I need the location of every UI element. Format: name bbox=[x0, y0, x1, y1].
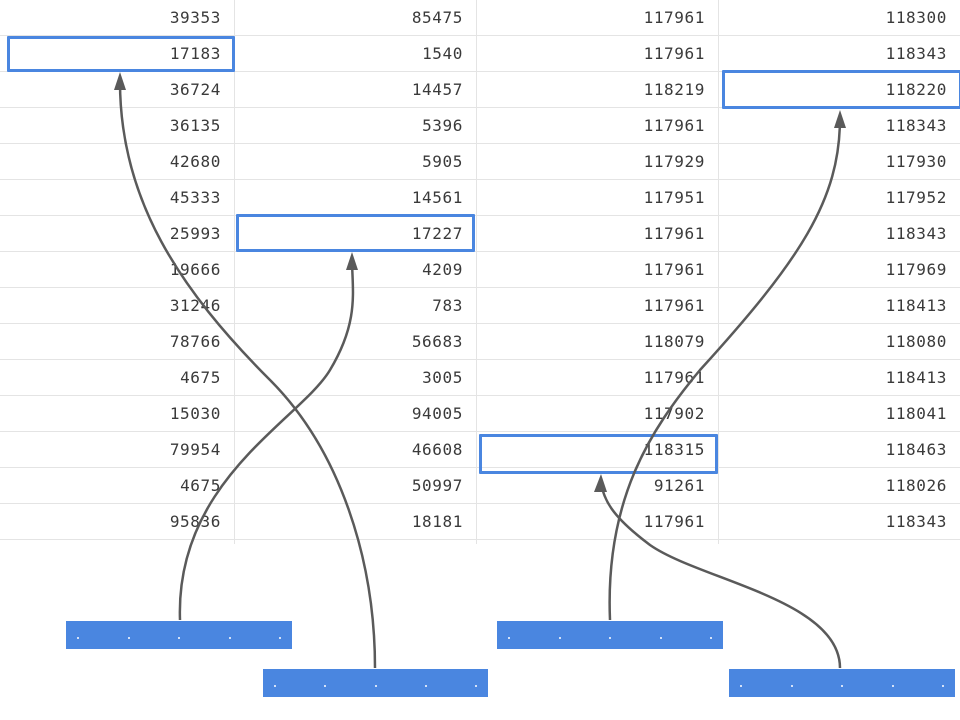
highlighted-cell-118315 bbox=[479, 434, 718, 474]
chip-dot-icon bbox=[279, 637, 281, 639]
table-cell[interactable]: 36724 bbox=[169, 80, 221, 99]
chip-button-3[interactable] bbox=[497, 621, 723, 649]
table-cell[interactable]: 36135 bbox=[169, 116, 221, 135]
chip-dot-icon bbox=[475, 685, 477, 687]
highlighted-cell-118220 bbox=[722, 70, 960, 109]
chip-dot-icon bbox=[425, 685, 427, 687]
table-row: 25993 17227 117961 118343 bbox=[0, 216, 960, 252]
table-cell[interactable]: 117961 bbox=[643, 296, 705, 315]
table-cell[interactable]: 117961 bbox=[643, 224, 705, 243]
table-cell[interactable]: 50997 bbox=[411, 476, 463, 495]
table-cell[interactable]: 117902 bbox=[643, 404, 705, 423]
table-cell[interactable]: 117961 bbox=[643, 8, 705, 27]
table-cell[interactable]: 25993 bbox=[169, 224, 221, 243]
table-cell[interactable]: 117929 bbox=[643, 152, 705, 171]
chip-dot-icon bbox=[740, 685, 742, 687]
table-cell[interactable]: 4675 bbox=[180, 368, 221, 387]
table-cell[interactable]: 118300 bbox=[885, 8, 947, 27]
table-cell[interactable]: 14561 bbox=[411, 188, 463, 207]
table-row: 42680 5905 117929 117930 bbox=[0, 144, 960, 180]
chip-dot-icon bbox=[609, 637, 611, 639]
table-cell[interactable]: 118343 bbox=[885, 512, 947, 531]
table-cell[interactable]: 31246 bbox=[169, 296, 221, 315]
chip-dot-icon bbox=[375, 685, 377, 687]
table-row: 45333 14561 117951 117952 bbox=[0, 180, 960, 216]
table-row: 17183 1540 117961 118343 bbox=[0, 36, 960, 72]
chip-dot-icon bbox=[229, 637, 231, 639]
table-row: 39353 85475 117961 118300 bbox=[0, 0, 960, 36]
table-row: 95836 18181 117961 118343 bbox=[0, 504, 960, 540]
table-cell[interactable]: 5396 bbox=[422, 116, 463, 135]
chip-dot-icon bbox=[942, 685, 944, 687]
table-cell[interactable]: 118343 bbox=[885, 116, 947, 135]
table-cell[interactable]: 118219 bbox=[643, 80, 705, 99]
table-cell[interactable]: 15030 bbox=[169, 404, 221, 423]
table-row: 19666 4209 117961 117969 bbox=[0, 252, 960, 288]
chip-dot-icon bbox=[77, 637, 79, 639]
table-cell[interactable]: 117930 bbox=[885, 152, 947, 171]
highlighted-cell-17183 bbox=[7, 36, 235, 72]
table-cell[interactable]: 14457 bbox=[411, 80, 463, 99]
table-cell[interactable]: 46608 bbox=[411, 440, 463, 459]
table-cell[interactable]: 17183 bbox=[169, 44, 221, 63]
table-cell[interactable]: 79954 bbox=[169, 440, 221, 459]
table-cell[interactable]: 118463 bbox=[885, 440, 947, 459]
table-cell[interactable]: 117952 bbox=[885, 188, 947, 207]
table-cell[interactable]: 117951 bbox=[643, 188, 705, 207]
chip-dot-icon bbox=[274, 685, 276, 687]
table-cell[interactable]: 42680 bbox=[169, 152, 221, 171]
table-row: 78766 56683 118079 118080 bbox=[0, 324, 960, 360]
table-cell[interactable]: 19666 bbox=[169, 260, 221, 279]
chip-button-2[interactable] bbox=[263, 669, 488, 697]
chip-dot-icon bbox=[508, 637, 510, 639]
column-divider bbox=[476, 0, 477, 544]
chip-dot-icon bbox=[841, 685, 843, 687]
table-cell[interactable]: 118343 bbox=[885, 224, 947, 243]
highlighted-cell-17227 bbox=[236, 214, 475, 252]
table-cell[interactable]: 118041 bbox=[885, 404, 947, 423]
chip-dot-icon bbox=[892, 685, 894, 687]
table-cell[interactable]: 1540 bbox=[422, 44, 463, 63]
table-cell[interactable]: 117961 bbox=[643, 116, 705, 135]
table-cell[interactable]: 17227 bbox=[411, 224, 463, 243]
table-cell[interactable]: 118343 bbox=[885, 44, 947, 63]
table-cell[interactable]: 118026 bbox=[885, 476, 947, 495]
table-cell[interactable]: 56683 bbox=[411, 332, 463, 351]
table-cell[interactable]: 118413 bbox=[885, 368, 947, 387]
chip-button-1[interactable] bbox=[66, 621, 292, 649]
table-cell[interactable]: 3005 bbox=[422, 368, 463, 387]
table-cell[interactable]: 117961 bbox=[643, 368, 705, 387]
chip-button-4[interactable] bbox=[729, 669, 955, 697]
table-cell[interactable]: 117969 bbox=[885, 260, 947, 279]
table-cell[interactable]: 4675 bbox=[180, 476, 221, 495]
table-row: 15030 94005 117902 118041 bbox=[0, 396, 960, 432]
chip-dot-icon bbox=[128, 637, 130, 639]
table-cell[interactable]: 39353 bbox=[169, 8, 221, 27]
table-cell[interactable]: 783 bbox=[432, 296, 463, 315]
chip-dot-icon bbox=[324, 685, 326, 687]
table-cell[interactable]: 117961 bbox=[643, 260, 705, 279]
chip-dot-icon bbox=[710, 637, 712, 639]
table-cell[interactable]: 117961 bbox=[643, 512, 705, 531]
table-cell[interactable]: 45333 bbox=[169, 188, 221, 207]
table-cell[interactable]: 85475 bbox=[411, 8, 463, 27]
table-cell[interactable]: 118079 bbox=[643, 332, 705, 351]
table-row: 31246 783 117961 118413 bbox=[0, 288, 960, 324]
table-cell[interactable]: 117961 bbox=[643, 44, 705, 63]
chip-dot-icon bbox=[660, 637, 662, 639]
chip-dot-icon bbox=[791, 685, 793, 687]
table-cell[interactable]: 94005 bbox=[411, 404, 463, 423]
table-cell[interactable]: 118220 bbox=[885, 80, 947, 99]
table-cell[interactable]: 95836 bbox=[169, 512, 221, 531]
table-cell[interactable]: 4209 bbox=[422, 260, 463, 279]
table-cell[interactable]: 5905 bbox=[422, 152, 463, 171]
chip-dot-icon bbox=[178, 637, 180, 639]
table-row: 36135 5396 117961 118343 bbox=[0, 108, 960, 144]
table-cell[interactable]: 78766 bbox=[169, 332, 221, 351]
chip-dot-icon bbox=[559, 637, 561, 639]
table-cell[interactable]: 18181 bbox=[411, 512, 463, 531]
table-row: 4675 3005 117961 118413 bbox=[0, 360, 960, 396]
table-cell[interactable]: 118413 bbox=[885, 296, 947, 315]
table-cell[interactable]: 118080 bbox=[885, 332, 947, 351]
